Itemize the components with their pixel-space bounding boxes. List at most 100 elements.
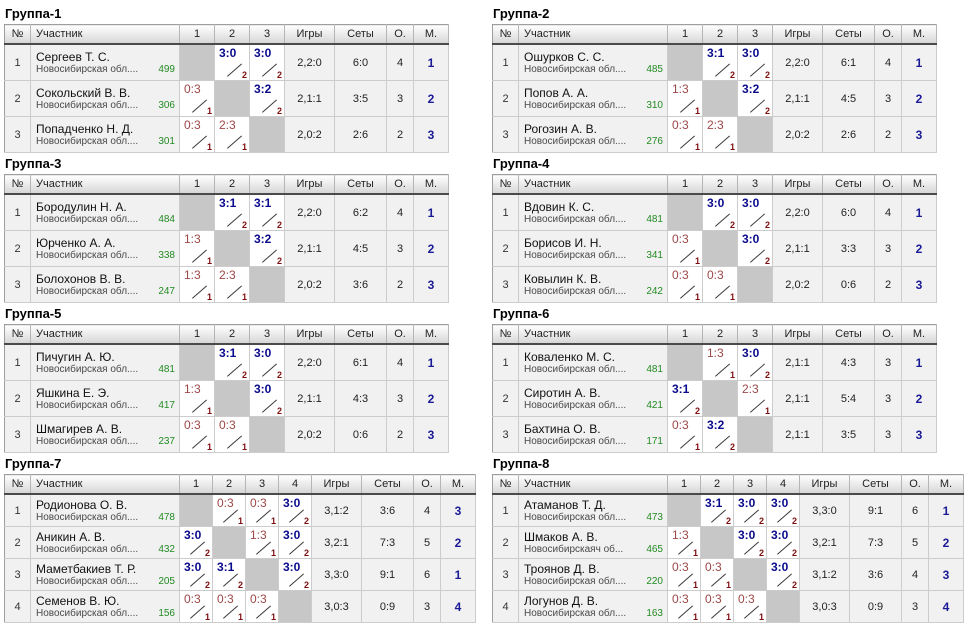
self-cell [179,344,215,381]
match-cell[interactable]: 3:0 2 [766,494,800,527]
match-cell[interactable]: 0:3 1 [245,494,279,527]
match-cell[interactable]: 3:1 2 [702,44,738,81]
match-cell[interactable]: 0:3 1 [667,266,703,303]
match-cell[interactable]: 3:0 2 [737,194,773,231]
match-cell[interactable]: 0:3 1 [214,416,250,453]
match-cell[interactable]: 2:3 1 [737,380,773,417]
match-cell[interactable]: 3:1 2 [212,558,246,591]
match-cell[interactable]: 1:3 1 [702,344,738,381]
match-cell[interactable]: 3:2 2 [249,230,285,267]
match-cell[interactable]: 3:0 2 [214,44,250,81]
match-cell[interactable]: 3:0 2 [249,344,285,381]
match-cell[interactable]: 3:0 2 [249,380,285,417]
match-cell[interactable]: 3:0 2 [766,558,800,591]
match-cell[interactable]: 0:3 1 [179,416,215,453]
group-title: Группа-6 [493,306,550,321]
games-cell: 3,1:2 [311,494,362,527]
match-cell[interactable]: 0:3 1 [667,590,701,623]
points-cell: 4 [386,44,414,81]
match-score: 3:0 [283,560,301,574]
match-cell[interactable]: 0:3 1 [667,558,701,591]
player-cell: Попадченко Н. Д. Новосибирская обл.... 301 [30,116,180,153]
match-cell[interactable]: 0:3 1 [179,590,213,623]
match-cell[interactable]: 2:3 1 [214,116,250,153]
match-cell[interactable]: 3:1 2 [667,380,703,417]
match-cell[interactable]: 0:3 1 [179,80,215,117]
player-number: 1 [4,494,31,527]
player-region: Новосибирская обл.... [36,544,139,555]
match-cell[interactable]: 1:3 1 [179,380,215,417]
match-cell[interactable]: 3:0 2 [179,558,213,591]
column-header-opponent-1: 1 [179,324,215,345]
player-rating: 237 [158,436,175,447]
match-cell[interactable]: 0:3 1 [212,590,246,623]
player-name: Сокольский В. В. [36,86,131,100]
match-score: 0:3 [707,268,724,282]
right-column: Группа-2 № Участник 1 2 3 Игры Сеты О. М. 1 Ошурков… [492,4,976,626]
match-cell[interactable]: 1:3 1 [179,230,215,267]
match-cell[interactable]: 1:3 1 [667,526,701,559]
points-cell: 6 [901,494,929,527]
player-cell: Сокольский В. В. Новосибирская обл.... 306 [30,80,180,117]
match-cell[interactable]: 0:3 1 [733,590,767,623]
match-cell[interactable]: 0:3 1 [179,116,215,153]
match-cell[interactable]: 3:0 2 [737,230,773,267]
player-subline: Новосибирскаяч об... 465 [524,544,663,556]
sets-cell: 3:6 [849,558,902,591]
match-cell[interactable]: 3:0 2 [733,494,767,527]
games-cell: 3,1:2 [799,558,850,591]
match-cell[interactable]: 3:0 2 [179,526,213,559]
match-points: 2 [237,580,243,590]
match-cell[interactable]: 2:3 1 [702,116,738,153]
match-cell[interactable]: 0:3 1 [700,558,734,591]
player-region: Новосибирская обл.... [36,136,139,147]
slash-icon [192,287,207,300]
match-cell[interactable]: 3:2 2 [702,416,738,453]
self-cell [737,416,773,453]
column-header-num: № [492,324,519,345]
place-cell: 3 [413,416,449,453]
points-cell: 3 [386,230,414,267]
games-cell: 2,1:1 [772,80,823,117]
match-cell[interactable]: 3:0 2 [737,344,773,381]
match-cell[interactable]: 0:3 1 [212,494,246,527]
match-cell[interactable]: 0:3 1 [667,416,703,453]
player-name: Попадченко Н. Д. [36,122,134,136]
match-cell[interactable]: 3:1 2 [214,344,250,381]
match-cell[interactable]: 3:0 2 [278,526,312,559]
slash-icon [715,137,730,150]
match-cell[interactable]: 3:2 2 [249,80,285,117]
match-cell[interactable]: 1:3 1 [667,80,703,117]
match-cell[interactable]: 0:3 1 [245,590,279,623]
match-cell[interactable]: 0:3 1 [702,266,738,303]
points-cell: 6 [413,558,441,591]
slash-icon [680,251,695,264]
match-cell[interactable]: 3:0 2 [733,526,767,559]
match-cell[interactable]: 3:0 2 [766,526,800,559]
match-cell[interactable]: 3:0 2 [737,44,773,81]
match-cell[interactable]: 3:1 2 [249,194,285,231]
match-cell[interactable]: 0:3 1 [667,116,703,153]
slash-icon [750,215,765,228]
match-cell[interactable]: 0:3 1 [700,590,734,623]
match-cell[interactable]: 0:3 1 [667,230,703,267]
match-cell[interactable]: 3:0 2 [278,494,312,527]
match-points: 2 [276,70,282,80]
match-cell[interactable]: 3:2 2 [737,80,773,117]
match-score: 0:3 [672,268,689,282]
match-cell[interactable]: 3:0 2 [278,558,312,591]
match-cell[interactable]: 3:1 2 [700,494,734,527]
match-cell[interactable]: 3:0 2 [249,44,285,81]
self-cell [245,558,279,591]
match-score: 1:3 [184,232,201,246]
player-region: Новосибирскаяч об... [524,544,624,555]
match-cell[interactable]: 2:3 1 [214,266,250,303]
match-score: 3:1 [705,496,723,510]
match-cell[interactable]: 1:3 1 [245,526,279,559]
match-cell[interactable]: 1:3 1 [179,266,215,303]
match-cell[interactable]: 3:1 2 [214,194,250,231]
player-region: Новосибирская обл.... [36,214,139,225]
match-score: 3:0 [184,528,202,542]
slash-icon [750,251,765,264]
match-cell[interactable]: 3:0 2 [702,194,738,231]
